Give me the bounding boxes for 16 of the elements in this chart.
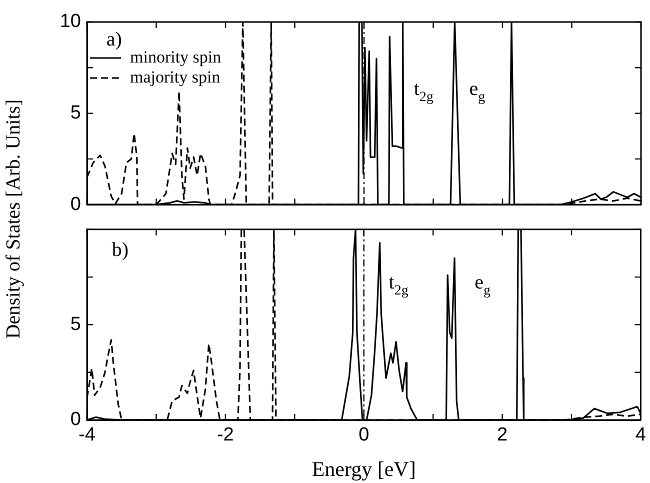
legend-label: majority spin [130, 67, 221, 86]
x-tick-label: -2 [216, 424, 234, 446]
annotation: b) [112, 239, 129, 262]
x-tick-label: 2 [497, 424, 508, 446]
y-axis-title: Density of States [Arb. Units] [2, 99, 26, 339]
x-tick-label: 0 [358, 424, 370, 446]
y-tick-label: 5 [70, 102, 81, 124]
x-axis-title: Energy [eV] [312, 456, 416, 481]
y-tick-label: 10 [60, 11, 81, 32]
annotation: a) [106, 28, 122, 51]
y-tick-label: 0 [70, 194, 81, 215]
x-tick-label: -4 [78, 424, 96, 446]
y-tick-label: 0 [70, 409, 81, 430]
y-tick-label: 5 [70, 314, 81, 335]
x-tick-label: 4 [635, 424, 646, 446]
legend-label: minority spin [130, 47, 222, 66]
